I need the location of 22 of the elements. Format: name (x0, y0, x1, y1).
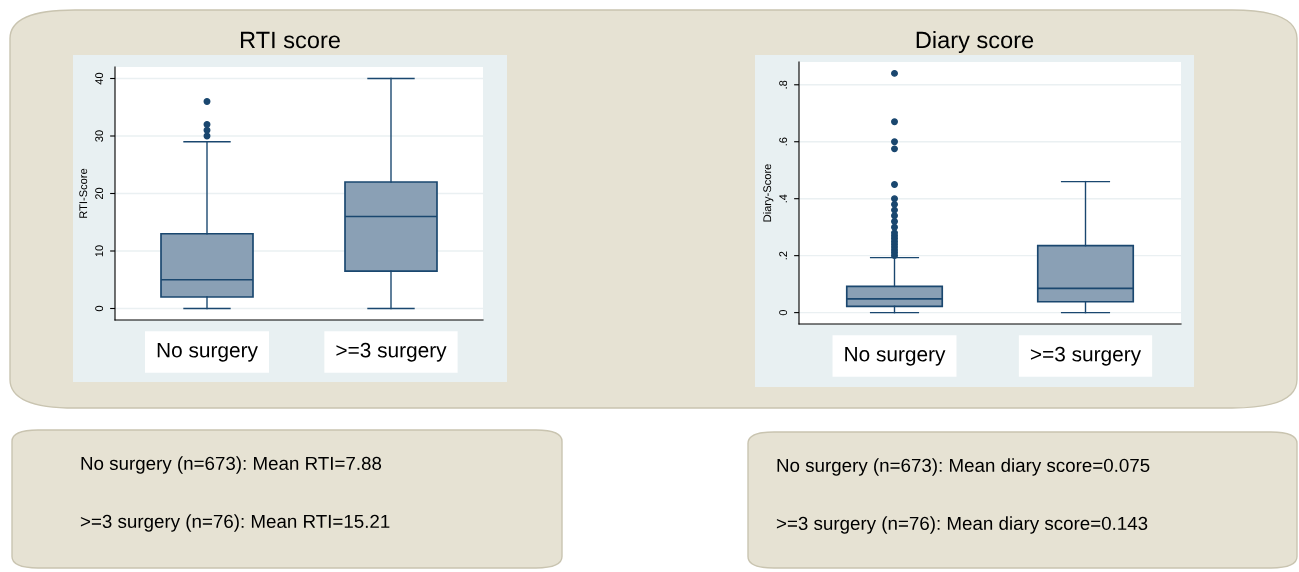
text: No surgery (n=673): Mean diary score=0.075 (777, 458, 1150, 476)
y-tick-label: 0 (95, 305, 104, 312)
y-tick-label: .4 (779, 194, 787, 203)
y-tick-label: 20 (95, 187, 104, 200)
y-tick-label: 10 (95, 245, 104, 257)
x-tick-label: No surgery (157, 342, 258, 362)
x-tick-label: >=3 surgery (336, 342, 447, 362)
x-tick-label: >=3 surgery (1030, 346, 1142, 366)
x-tick-label: No surgery (845, 346, 946, 366)
y-tick-label: 40 (95, 72, 104, 85)
y-tick-label: .8 (779, 80, 788, 89)
y-tick-label: .6 (779, 137, 788, 146)
text: >=3 surgery (n=76): Mean RTI=15.21 (80, 514, 390, 532)
y-tick-label: 30 (95, 130, 104, 142)
chart-title: Diary score (916, 31, 1034, 54)
text: >=3 surgery (n=76): Mean diary score=0.143 (776, 516, 1148, 534)
y-tick-label: .2 (779, 251, 787, 260)
y-axis-title: RTI-Score (79, 168, 88, 218)
y-tick-label: 0 (779, 309, 788, 316)
chart-title: RTI score (240, 31, 340, 49)
y-axis-title: Diary-Score (763, 164, 774, 222)
text: No surgery (n=673): Mean RTI=7.88 (81, 456, 382, 474)
